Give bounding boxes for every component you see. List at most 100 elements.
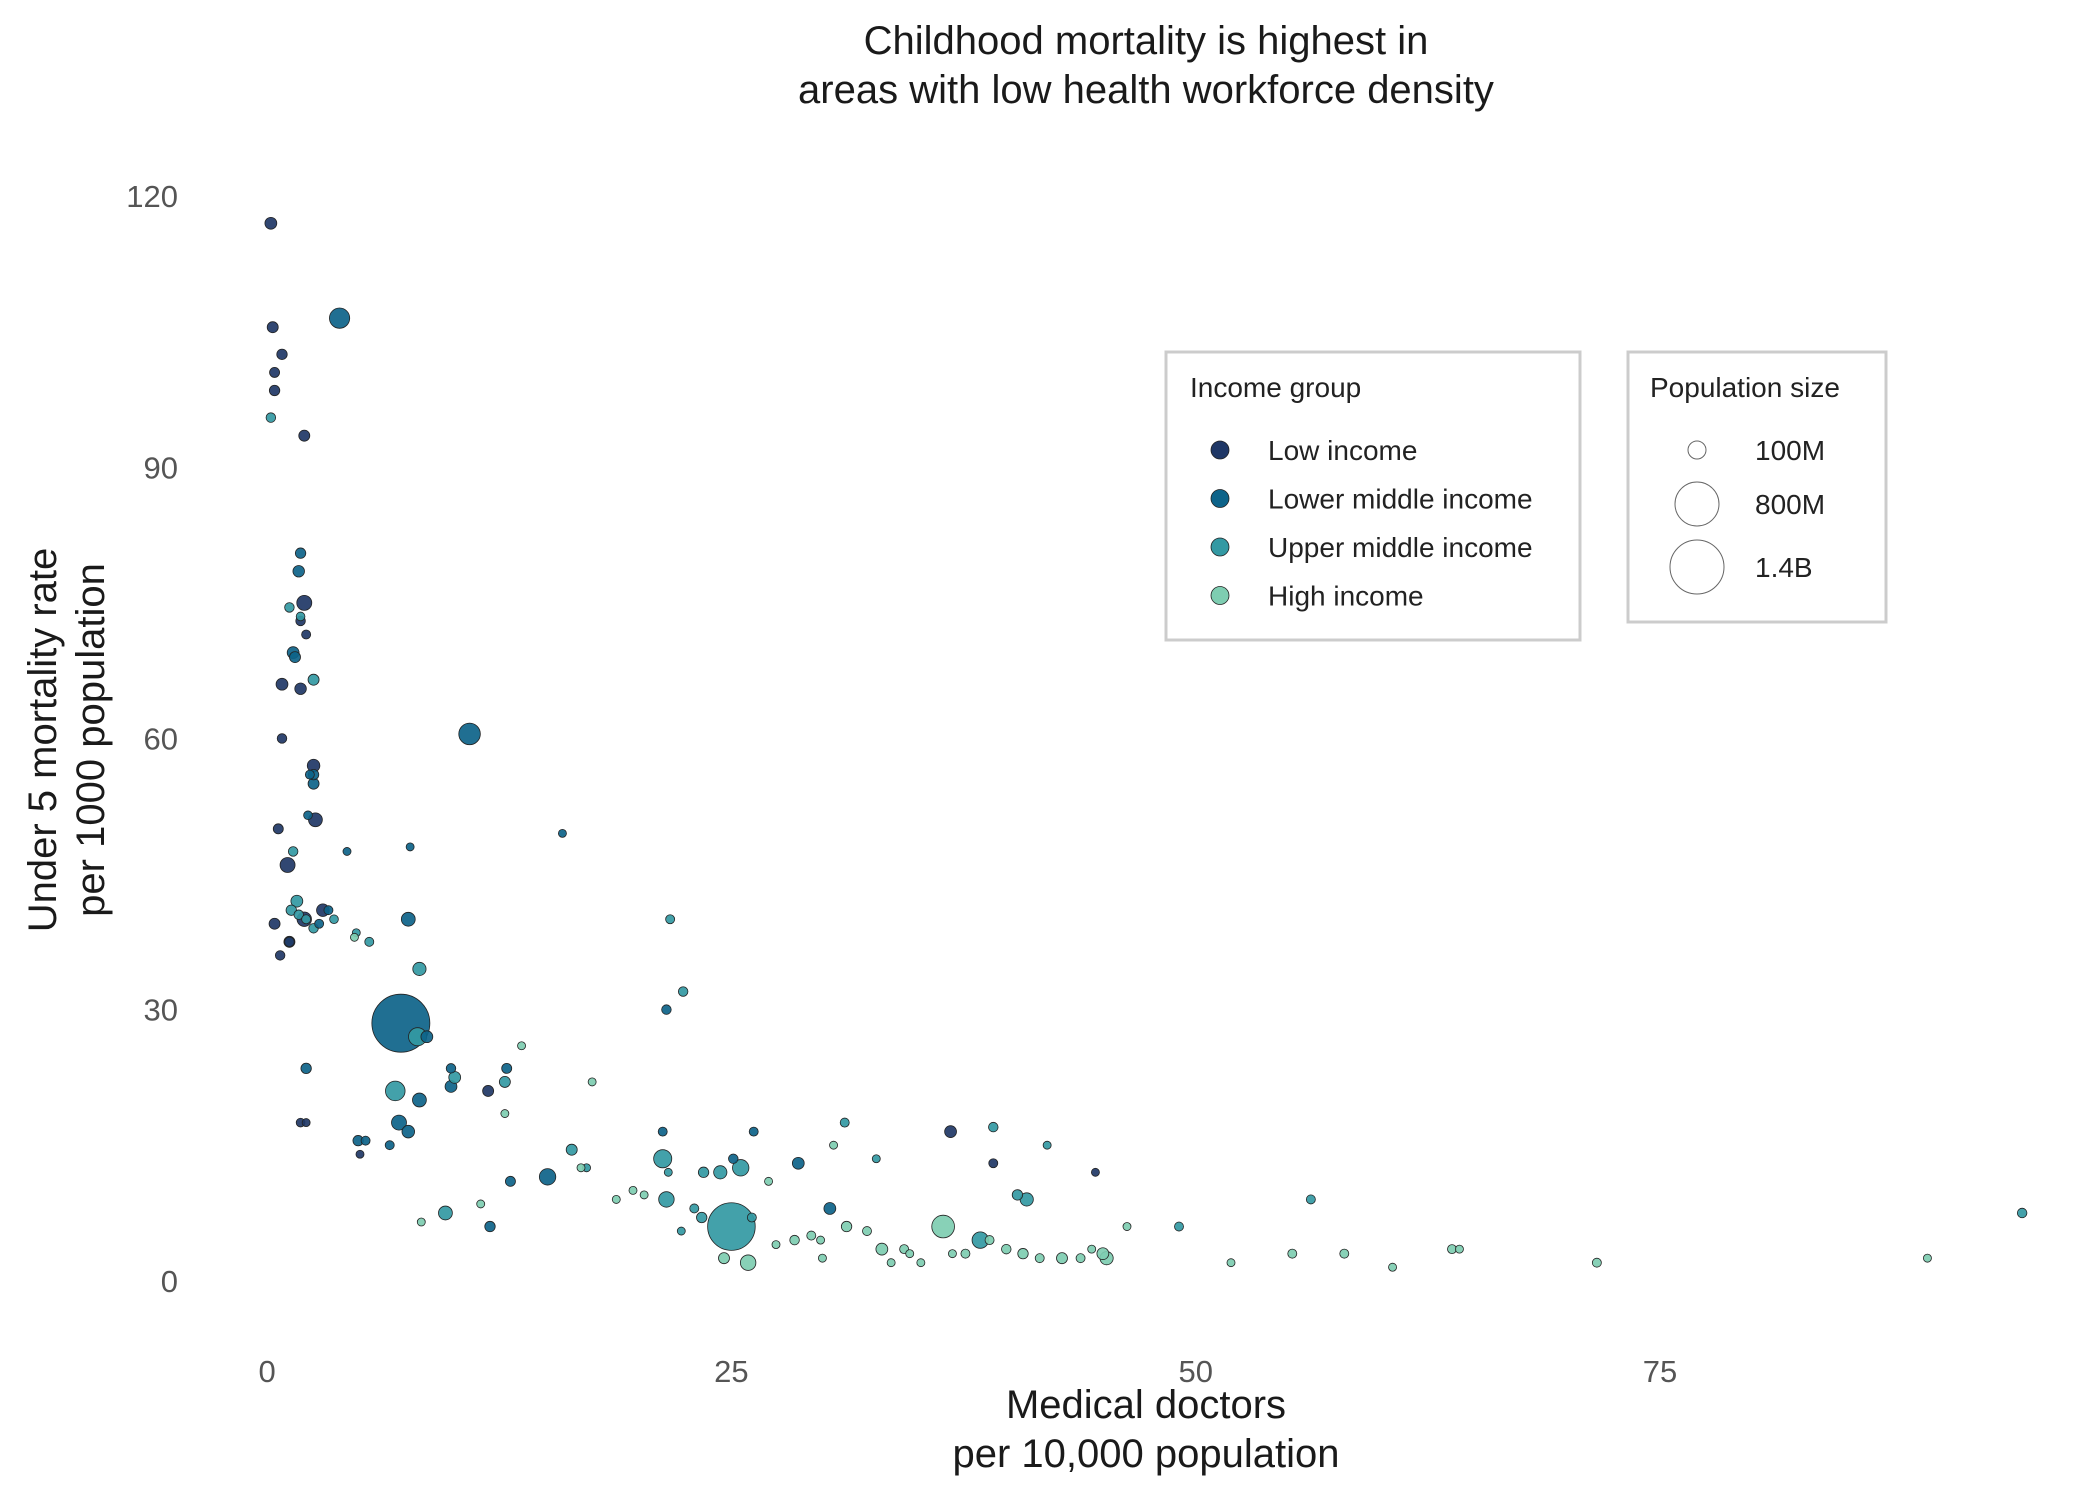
legend-income-group: Income group Low income Lower middle inco… <box>1164 350 1582 642</box>
data-point-lower-middle-income <box>401 1124 415 1139</box>
data-point-high-income <box>1339 1248 1350 1259</box>
data-point-upper-middle-income <box>364 936 375 947</box>
data-point-lower-middle-income <box>292 565 305 578</box>
data-point-upper-middle-income <box>307 673 320 686</box>
data-point-lower-middle-income <box>420 1030 434 1044</box>
data-point-high-income <box>960 1248 971 1259</box>
y-axis-ticks: 0 30 60 90 120 <box>126 179 178 1299</box>
scatter-points <box>264 216 2028 1272</box>
data-point-lower-middle-income <box>538 1168 557 1186</box>
y-tick-label: 90 <box>144 450 178 485</box>
y-tick-label: 0 <box>161 1264 178 1299</box>
chart-title-line-2: areas with low health workforce density <box>798 68 1494 112</box>
data-point-high-income <box>905 1249 915 1259</box>
data-point-upper-middle-income <box>732 1159 750 1177</box>
legend-income-entries: Low income Lower middle income Upper middl… <box>1210 435 1533 612</box>
data-point-low-income <box>268 917 281 930</box>
data-point-upper-middle-income <box>295 611 306 622</box>
data-point-low-income <box>296 594 313 611</box>
data-point-lower-middle-income <box>501 1062 513 1074</box>
data-point-high-income <box>771 1240 781 1250</box>
data-point-upper-middle-income <box>1011 1189 1024 1201</box>
data-point-high-income <box>718 1252 730 1265</box>
data-point-lower-middle-income <box>661 1004 672 1015</box>
data-point-high-income <box>1056 1252 1068 1265</box>
data-point-lower-middle-income <box>323 905 334 916</box>
data-point-upper-middle-income <box>988 1121 999 1133</box>
data-point-high-income <box>789 1234 800 1246</box>
data-point-low-income <box>269 366 280 378</box>
data-point-lower-middle-income <box>484 1220 496 1233</box>
data-point-high-income <box>350 932 359 942</box>
data-point-lower-middle-income <box>300 1062 312 1074</box>
legend-size-label: 800M <box>1755 489 1825 520</box>
legend-income-swatch <box>1210 586 1230 605</box>
data-point-upper-middle-income <box>438 1205 453 1221</box>
data-point-high-income <box>1034 1253 1045 1264</box>
data-point-high-income <box>829 1140 838 1150</box>
legend-income-label: Lower middle income <box>1268 484 1533 515</box>
legend-income-title: Income group <box>1190 372 1361 403</box>
data-point-upper-middle-income <box>329 914 339 924</box>
data-point-upper-middle-income <box>696 1211 708 1224</box>
data-point-upper-middle-income <box>293 909 304 920</box>
data-point-high-income <box>886 1258 896 1268</box>
data-point-upper-middle-income <box>2016 1207 2028 1219</box>
data-point-high-income <box>875 1242 889 1256</box>
data-point-low-income <box>266 321 279 334</box>
data-point-lower-middle-income <box>412 1092 427 1108</box>
data-point-upper-middle-income <box>658 1191 675 1208</box>
data-point-upper-middle-income <box>689 1203 700 1214</box>
data-point-upper-middle-income <box>412 961 427 976</box>
y-axis-label: Under 5 mortality rate per 1000 populati… <box>21 548 113 933</box>
data-point-lower-middle-income <box>505 1175 516 1187</box>
data-point-lower-middle-income <box>657 1126 668 1137</box>
legend-size-swatch <box>1687 440 1707 460</box>
data-point-lower-middle-income <box>360 1135 371 1146</box>
data-point-high-income <box>816 1235 825 1245</box>
data-point-upper-middle-income <box>301 914 312 925</box>
data-point-low-income <box>284 936 295 948</box>
legend-income-label: High income <box>1268 581 1424 612</box>
data-point-low-income <box>298 429 311 442</box>
data-point-high-income <box>1087 1244 1097 1254</box>
data-point-upper-middle-income <box>385 1080 406 1102</box>
data-point-upper-middle-income <box>665 914 676 925</box>
data-point-lower-middle-income <box>303 810 313 821</box>
data-point-upper-middle-income <box>746 1212 757 1223</box>
legend-income-swatch <box>1210 537 1230 557</box>
data-point-high-income <box>840 1220 853 1233</box>
data-point-upper-middle-income <box>287 846 299 857</box>
data-point-high-income <box>948 1249 957 1259</box>
data-point-low-income <box>268 384 281 397</box>
data-point-high-income <box>1591 1257 1602 1268</box>
data-point-low-income <box>276 733 288 744</box>
data-point-high-income <box>628 1185 638 1195</box>
data-point-upper-middle-income <box>498 1076 511 1088</box>
data-point-upper-middle-income <box>284 602 295 613</box>
legend-income-label: Upper middle income <box>1268 532 1533 563</box>
data-point-high-income <box>1455 1244 1464 1254</box>
data-point-high-income <box>476 1199 486 1209</box>
data-point-lower-middle-income <box>294 547 307 559</box>
data-point-lower-middle-income <box>329 307 351 329</box>
legend-size-label: 1.4B <box>1755 552 1813 583</box>
legend-size-entries: 100M 800M 1.4B <box>1669 435 1825 595</box>
data-point-low-income <box>301 1118 311 1128</box>
legend-income-label: Low income <box>1268 435 1417 466</box>
data-point-high-income <box>1096 1247 1110 1260</box>
data-point-lower-middle-income <box>391 1114 407 1131</box>
data-point-upper-middle-income <box>653 1149 673 1169</box>
data-point-high-income <box>587 1077 597 1087</box>
data-point-upper-middle-income <box>663 1167 673 1177</box>
data-point-lower-middle-income <box>558 828 567 838</box>
legend-size-label: 100M <box>1755 435 1825 466</box>
data-point-upper-middle-income <box>1174 1221 1184 1232</box>
x-tick-label: 75 <box>1643 1354 1677 1389</box>
data-point-low-income <box>274 950 286 961</box>
data-point-high-income <box>1226 1258 1236 1268</box>
legend-size-swatch <box>1669 539 1725 595</box>
chart-title-line-1: Childhood mortality is highest in <box>864 19 1429 63</box>
data-point-upper-middle-income <box>676 1226 686 1236</box>
legend-size-swatch <box>1674 481 1720 527</box>
